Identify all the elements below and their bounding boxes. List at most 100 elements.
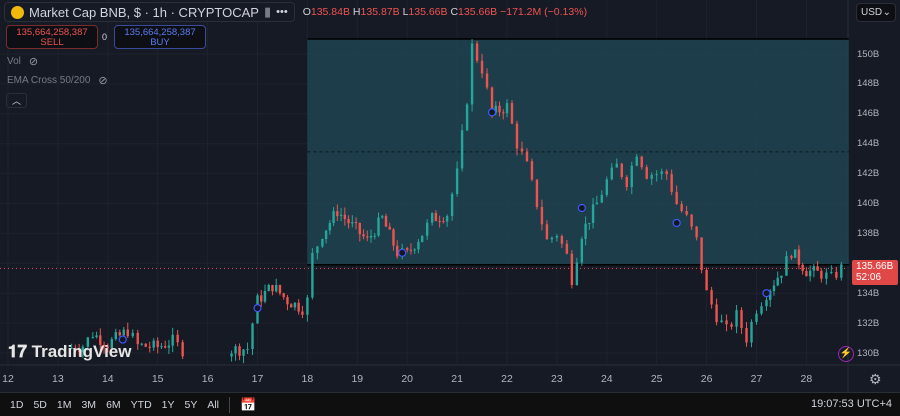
- candle-body: [797, 249, 801, 265]
- more-button[interactable]: •••: [276, 6, 288, 18]
- range-button-1y[interactable]: 1Y: [161, 398, 175, 411]
- candle-body: [816, 266, 819, 271]
- candle-body: [588, 222, 591, 224]
- lightning-icon[interactable]: ⚡: [838, 346, 854, 362]
- candle-body: [362, 234, 365, 237]
- candle-body: [660, 171, 663, 175]
- candle-body: [595, 202, 599, 205]
- range-button-ytd[interactable]: YTD: [130, 398, 152, 411]
- candle-body: [785, 256, 788, 276]
- candle-body: [118, 332, 121, 336]
- candle-body: [545, 224, 549, 240]
- candle-body: [336, 211, 339, 217]
- candle-body: [171, 334, 174, 346]
- eye-hidden-icon[interactable]: ⊘: [98, 75, 108, 87]
- candle-body: [144, 343, 147, 347]
- price-axis-label: 142B: [857, 168, 880, 180]
- candle-body: [505, 103, 509, 114]
- candle-body: [392, 229, 395, 246]
- bottom-toolbar: 1D 5D 1M 3M 6M YTD 1Y 5Y All 📅 19:07:53 UTC+4: [0, 392, 900, 416]
- candle-body: [306, 297, 309, 315]
- range-button-1d[interactable]: 1D: [10, 398, 24, 411]
- event-marker: [577, 203, 586, 213]
- clock[interactable]: 19:07:53 UTC+4: [810, 398, 892, 410]
- buy-price: 135,664,258,387: [124, 27, 196, 38]
- candle-body: [793, 249, 797, 258]
- candle-body: [555, 235, 559, 238]
- bar-countdown: 52:06: [856, 272, 882, 283]
- candle-body: [820, 270, 823, 279]
- candle-body: [605, 179, 608, 195]
- candle-body: [321, 239, 324, 247]
- brand-text: TradingView: [31, 342, 132, 361]
- price-axis-label: 146B: [857, 108, 880, 120]
- collapse-indicators-button[interactable]: ︿: [6, 93, 27, 108]
- candle-body: [176, 334, 179, 343]
- price-axis-label: 150B: [857, 48, 880, 60]
- candle-body: [635, 156, 638, 166]
- candle-body: [445, 216, 449, 222]
- candle-body: [801, 264, 804, 272]
- range-button-6m[interactable]: 6M: [106, 398, 121, 411]
- open-value: 135.84B: [310, 6, 350, 18]
- candle-body: [114, 332, 117, 340]
- range-button-5y[interactable]: 5Y: [184, 398, 198, 411]
- candle-body: [246, 349, 249, 351]
- settings-icon[interactable]: ⚙: [869, 371, 882, 387]
- currency-select[interactable]: USD ⌄: [856, 3, 896, 22]
- candle-body: [772, 285, 776, 291]
- candle-body: [550, 237, 554, 240]
- candle-body: [600, 194, 604, 203]
- price-chart[interactable]: [0, 0, 900, 392]
- candle-body: [388, 226, 391, 230]
- date-range-icon[interactable]: 📅: [240, 396, 257, 412]
- candle-body: [160, 346, 163, 348]
- tradingview-logo[interactable]: 𝟏𝟕 TradingView: [8, 342, 132, 361]
- candle-body: [625, 177, 628, 188]
- range-button-5d[interactable]: 5D: [33, 398, 47, 411]
- candle-body: [377, 217, 380, 236]
- candle-body: [106, 346, 109, 349]
- candle-body: [812, 266, 816, 271]
- candle-body: [102, 344, 106, 347]
- candle-body: [301, 311, 304, 315]
- indicator-ema[interactable]: EMA Cross 50/200 ⊘: [7, 75, 108, 87]
- flag-icon[interactable]: ▮: [263, 4, 272, 19]
- candle-body: [99, 335, 102, 345]
- candle-body: [685, 211, 688, 215]
- candle-body: [502, 112, 505, 114]
- candle-body: [520, 148, 524, 152]
- symbol-title-text: Market Cap BNB, $ · 1h · CRYPTOCAP: [29, 4, 259, 20]
- time-axis-label: 24: [600, 373, 613, 385]
- sell-button[interactable]: 135,664,258,387 SELL: [6, 25, 98, 49]
- candle-body: [570, 253, 574, 285]
- candle-body: [560, 235, 564, 244]
- candle-body: [343, 214, 347, 220]
- low-value: 135.66B: [408, 6, 448, 18]
- high-value: 135.87B: [360, 6, 400, 18]
- eye-hidden-icon[interactable]: ⊘: [28, 56, 39, 68]
- buy-label: BUY: [150, 37, 170, 48]
- indicator-vol[interactable]: Vol ⊘: [7, 56, 38, 68]
- price-axis-label: 138B: [857, 227, 880, 239]
- range-button-all[interactable]: All: [207, 398, 220, 411]
- candle-body: [351, 222, 354, 224]
- candle-body: [640, 156, 643, 168]
- divider: [229, 396, 231, 413]
- candle-body: [650, 174, 653, 179]
- candle-body: [396, 245, 399, 257]
- candle-body: [510, 103, 514, 124]
- candle-body: [480, 60, 484, 74]
- candle-body: [136, 332, 139, 345]
- candle-body: [275, 285, 278, 292]
- buy-button[interactable]: 135,664,258,387 BUY: [114, 25, 206, 49]
- candle-body: [498, 105, 501, 113]
- symbol-title[interactable]: Market Cap BNB, $ · 1h · CRYPTOCAP ▮ •••: [4, 2, 295, 22]
- range-button-3m[interactable]: 3M: [81, 398, 97, 411]
- time-axis-label: 20: [401, 373, 414, 385]
- candle-body: [91, 337, 95, 339]
- candle-body: [417, 241, 420, 250]
- time-axis-label: 13: [52, 373, 64, 385]
- candle-body: [420, 235, 424, 242]
- range-button-1m[interactable]: 1M: [56, 398, 72, 411]
